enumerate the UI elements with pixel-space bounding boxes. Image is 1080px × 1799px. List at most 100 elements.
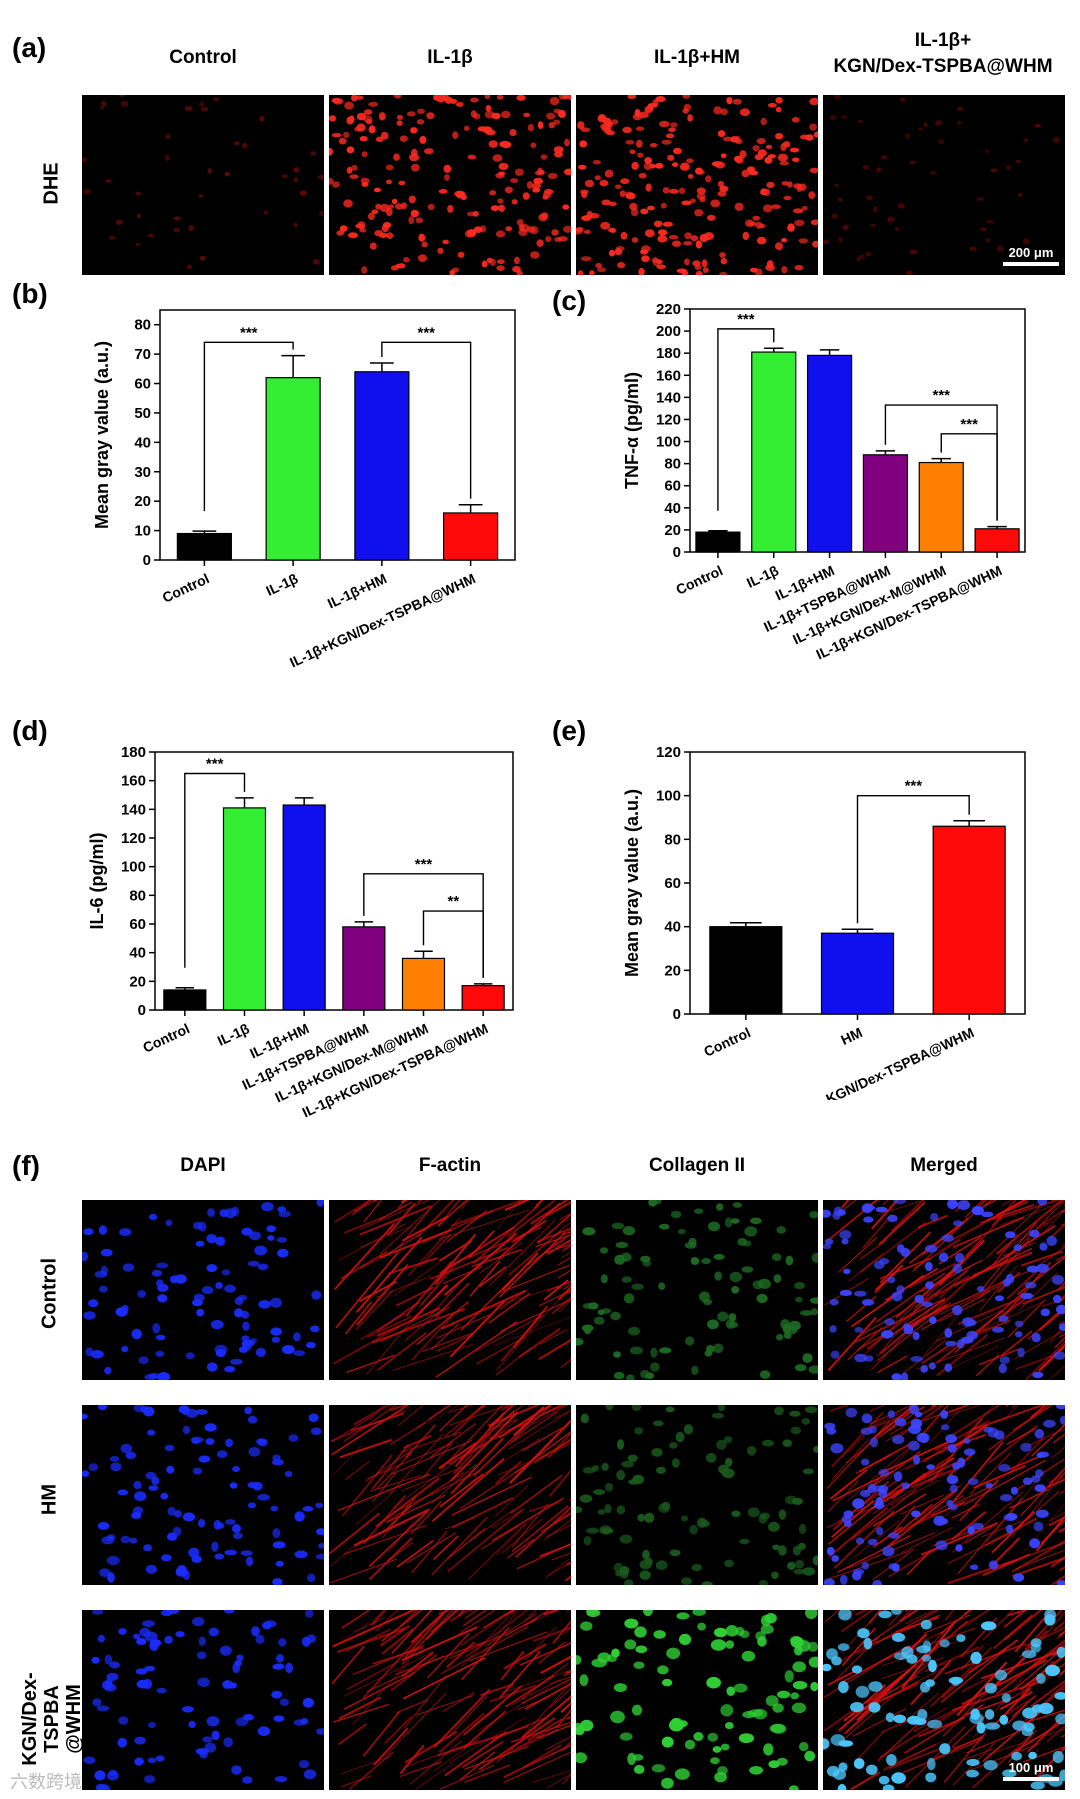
cell	[452, 131, 458, 139]
cell	[643, 1610, 653, 1616]
cell	[641, 255, 649, 262]
cell	[696, 271, 703, 275]
bar	[403, 958, 445, 1010]
cell	[792, 117, 800, 123]
cell	[576, 1338, 584, 1346]
cell	[94, 1770, 105, 1780]
cell	[952, 1463, 960, 1470]
cell	[762, 1440, 774, 1447]
cell	[786, 1256, 794, 1266]
cell	[694, 209, 703, 216]
y-tick-label: 200	[656, 323, 681, 340]
panel-a-column-title: IL-1β	[329, 47, 571, 69]
cell	[765, 1613, 777, 1623]
cell	[633, 1662, 644, 1669]
cell	[662, 140, 672, 145]
cell	[563, 226, 571, 233]
cell	[639, 173, 647, 179]
cell	[929, 1362, 936, 1369]
cell	[121, 101, 129, 107]
cell	[536, 239, 543, 247]
cell	[601, 124, 611, 132]
cell	[772, 1545, 780, 1551]
cell	[672, 162, 678, 167]
cell	[1037, 1200, 1047, 1206]
cell	[316, 1554, 324, 1560]
cell	[368, 102, 378, 107]
cell	[512, 199, 518, 204]
cell	[1034, 1522, 1044, 1532]
cell	[490, 259, 496, 266]
factin-image-kgn-dex	[329, 1610, 571, 1790]
cell	[137, 214, 142, 219]
cell	[1000, 1356, 1011, 1363]
cell	[294, 1350, 306, 1356]
dhe-image-control	[82, 95, 324, 275]
cell	[792, 158, 799, 163]
cell	[550, 97, 560, 105]
cell	[831, 1734, 845, 1746]
cell	[656, 264, 666, 269]
cell	[679, 1634, 691, 1645]
fiber	[373, 1473, 396, 1502]
cell	[789, 1785, 799, 1790]
cell	[669, 189, 679, 194]
cell	[223, 1737, 233, 1747]
cell	[394, 95, 402, 99]
cell	[410, 127, 417, 133]
cell	[634, 1765, 645, 1774]
cell	[712, 1413, 724, 1419]
cell	[196, 1241, 205, 1247]
cell	[417, 109, 425, 114]
cell	[222, 1269, 231, 1275]
cell	[624, 1639, 636, 1649]
cell	[199, 1637, 206, 1646]
cell	[95, 1271, 108, 1278]
cell	[471, 110, 477, 118]
cell	[1057, 1580, 1066, 1585]
cell	[294, 1719, 306, 1726]
cell	[903, 1325, 913, 1335]
cell	[830, 1443, 843, 1453]
cell	[921, 1620, 932, 1630]
cell	[956, 1634, 965, 1642]
cell	[197, 1677, 210, 1687]
cell	[165, 1445, 175, 1451]
cell	[119, 95, 125, 97]
cell	[802, 1353, 812, 1363]
cell	[166, 134, 171, 140]
cell	[293, 223, 297, 227]
cell	[167, 1466, 174, 1473]
cell	[628, 1455, 638, 1462]
cell	[870, 1437, 878, 1447]
cell	[274, 1715, 285, 1722]
merged-image-control	[823, 1200, 1065, 1380]
cell	[140, 1406, 151, 1413]
cell	[110, 1456, 119, 1462]
fiber	[469, 1231, 494, 1258]
cell	[194, 1294, 205, 1302]
cell	[1016, 160, 1022, 163]
fiber	[341, 1757, 390, 1774]
cell	[803, 1468, 814, 1474]
cell	[922, 1655, 932, 1662]
cell	[832, 1211, 840, 1219]
cell	[977, 1286, 985, 1292]
cell	[981, 1621, 996, 1630]
cell	[580, 1674, 589, 1686]
cell	[515, 169, 524, 176]
cell	[577, 121, 584, 129]
cell	[105, 1655, 113, 1665]
cell	[862, 165, 869, 169]
cell	[316, 1728, 324, 1735]
cell	[945, 1341, 957, 1347]
cell	[156, 1755, 165, 1761]
cell	[211, 1320, 224, 1329]
cell	[271, 1506, 279, 1512]
cell	[681, 1515, 688, 1521]
cell	[654, 221, 663, 228]
cell	[725, 1458, 732, 1467]
cell	[220, 1646, 232, 1656]
fiber	[332, 1646, 364, 1684]
cell	[947, 1475, 959, 1484]
